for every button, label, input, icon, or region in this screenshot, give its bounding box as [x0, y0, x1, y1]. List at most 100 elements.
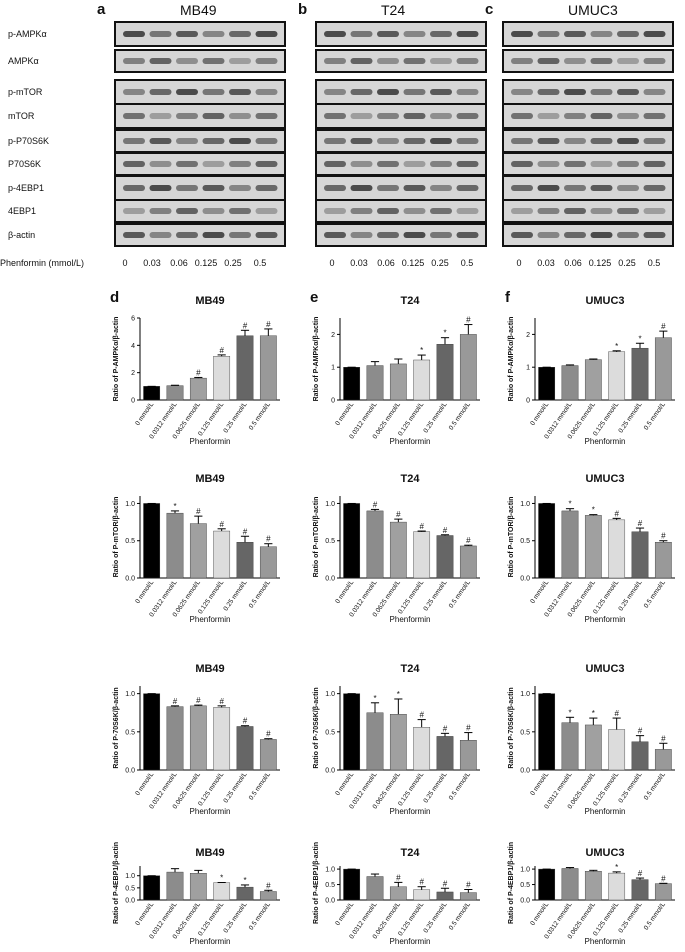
y-tick-label: 1.0 — [520, 691, 530, 698]
bar — [236, 726, 254, 771]
bar — [389, 886, 407, 901]
bar — [189, 523, 207, 579]
blot-row-label: p-AMPKα — [8, 29, 47, 39]
significance-mark: # — [373, 500, 378, 509]
bar — [459, 334, 477, 401]
bar — [608, 729, 626, 771]
blot-band — [430, 161, 452, 167]
blot-band — [430, 185, 452, 191]
y-axis-label: Ratio of P-4EBP1/β-actin — [113, 842, 120, 924]
x-tick-label: 0.125 mmol/L — [592, 771, 621, 808]
bar — [166, 512, 184, 579]
bar — [259, 739, 277, 771]
blot-band — [617, 161, 639, 167]
y-axis-label: Ratio of P-4EBP1/β-actin — [508, 842, 515, 924]
blot-band — [564, 138, 586, 144]
chart-title: MB49 — [195, 847, 224, 859]
significance-mark: # — [266, 535, 271, 544]
blot-band — [123, 58, 145, 64]
blot-band — [377, 31, 399, 37]
bar — [584, 871, 602, 901]
bar — [189, 377, 207, 401]
blot-band — [149, 232, 172, 238]
blot-band — [617, 208, 639, 214]
blot-band — [617, 31, 639, 37]
y-tick-label: 0.5 — [520, 882, 530, 889]
x-axis-label: Phenformin — [190, 437, 231, 446]
y-tick-label: 0.0 — [125, 768, 135, 775]
y-tick-label: 6 — [131, 316, 135, 323]
x-axis-label: Phenformin — [190, 615, 231, 624]
bar — [561, 510, 579, 579]
x-axis-label: Phenformin — [390, 437, 431, 446]
x-tick-label: 0.25 mmol/L — [422, 901, 448, 935]
blot-band — [255, 58, 278, 64]
blot-band — [403, 113, 426, 119]
blot-band — [511, 161, 533, 167]
blot-frame — [315, 199, 487, 223]
x-axis-label: Phenformin — [585, 437, 626, 446]
blot-frame — [114, 49, 286, 73]
lane-label: 0.25 — [224, 258, 242, 268]
blot-band — [511, 185, 533, 191]
x-tick-label: 0.5 mmol/L — [248, 901, 272, 932]
bar — [343, 868, 361, 901]
x-tick-label: 0 mmol/L — [134, 771, 155, 797]
x-axis-label: Phenformin — [390, 937, 431, 946]
significance-mark: * — [373, 694, 376, 703]
y-tick-label: 2 — [131, 370, 135, 377]
blot-band — [403, 89, 426, 95]
blot-band — [537, 232, 560, 238]
blot-row-label: p-P70S6K — [8, 136, 49, 146]
blot-band — [564, 232, 586, 238]
bar — [631, 347, 649, 401]
x-tick-label: 0.25 mmol/L — [617, 579, 643, 613]
bar — [389, 363, 407, 401]
blot-band — [537, 161, 560, 167]
y-tick-label: 1.0 — [125, 691, 135, 698]
blot-band — [564, 208, 586, 214]
blot-band — [456, 31, 479, 37]
blot-band — [229, 31, 251, 37]
blot-band — [229, 138, 251, 144]
panel-letter: b — [298, 1, 307, 18]
lane-label: 0 — [122, 258, 127, 268]
y-tick-label: 0.5 — [125, 538, 135, 545]
blot-band — [202, 113, 225, 119]
blot-band — [403, 161, 426, 167]
y-tick-label: 0.5 — [325, 538, 335, 545]
blot-band — [403, 232, 426, 238]
blot-band — [149, 113, 172, 119]
chart-title: T24 — [401, 663, 421, 675]
y-tick-label: 1.0 — [125, 501, 135, 508]
blot-band — [324, 208, 346, 214]
blot-band — [537, 208, 560, 214]
bar — [213, 707, 231, 771]
lane-label: 0.5 — [648, 258, 661, 268]
x-tick-label: 0.25 mmol/L — [222, 401, 248, 435]
significance-mark: * — [443, 329, 446, 338]
significance-mark: # — [243, 321, 248, 330]
y-axis-label: Ratio of P-mTOR/β-actin — [313, 497, 320, 578]
significance-mark: * — [173, 502, 176, 511]
blot-band — [456, 89, 479, 95]
lane-label: 0 — [516, 258, 521, 268]
blot-band — [176, 208, 198, 214]
panel-letter: c — [485, 1, 493, 18]
blot-band — [643, 161, 666, 167]
x-tick-label: 0 mmol/L — [334, 771, 355, 797]
significance-mark: # — [243, 717, 248, 726]
x-axis-label: Phenformin — [390, 615, 431, 624]
significance-mark: # — [419, 711, 424, 720]
blot-frame — [502, 199, 674, 223]
significance-mark: # — [638, 519, 643, 528]
bar — [413, 359, 431, 401]
blot-band — [229, 161, 251, 167]
significance-mark: # — [266, 320, 271, 329]
bar — [143, 875, 161, 901]
significance-mark: * — [638, 334, 641, 343]
y-axis-label: Ratio of P-AMPKα/β-actin — [113, 317, 120, 402]
blot-band — [123, 113, 145, 119]
blot-band — [537, 138, 560, 144]
y-axis-label: Ratio of P-70S6K/β-actin — [113, 687, 120, 768]
